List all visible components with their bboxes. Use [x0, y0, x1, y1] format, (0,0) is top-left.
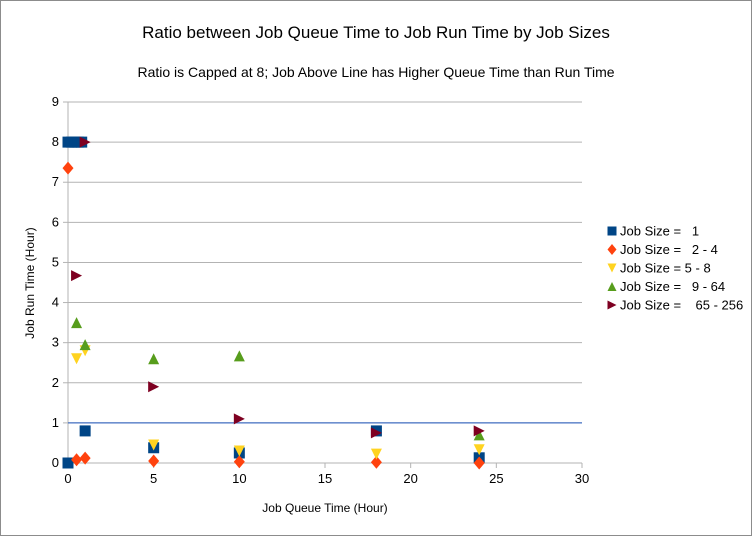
x-tick-label: 0: [64, 471, 71, 486]
data-points: [62, 136, 485, 470]
data-point-series-4: [79, 136, 91, 148]
y-tick-label: 9: [52, 94, 59, 109]
data-point-series-4: [148, 381, 160, 393]
data-point-series-1: [79, 451, 91, 465]
y-axis-ticks: 0 1 2 3 4 5 6 7 8 9: [52, 94, 68, 470]
legend-marker-0: [607, 226, 617, 236]
y-tick-label: 7: [52, 174, 59, 189]
data-point-series-4: [370, 427, 382, 439]
y-tick-label: 8: [52, 134, 59, 149]
data-point-series-4: [233, 413, 245, 425]
x-axis-ticks: 0 5 10 15 20 25 30: [64, 463, 589, 486]
data-point-series-4: [71, 270, 83, 282]
legend-marker-3: [607, 282, 617, 291]
data-point-series-3: [79, 339, 91, 351]
chart-title: Ratio between Job Queue Time to Job Run …: [142, 23, 610, 42]
data-point-series-2: [148, 439, 160, 451]
data-point-series-0: [62, 457, 74, 469]
legend-label: Job Size = 1: [620, 224, 699, 239]
data-point-series-3: [71, 317, 83, 329]
y-tick-label: 3: [52, 335, 59, 350]
y-tick-label: 4: [52, 295, 59, 310]
legend-label: Job Size = 5 - 8: [620, 261, 711, 276]
x-axis-label: Job Queue Time (Hour): [262, 501, 387, 515]
y-tick-label: 5: [52, 254, 59, 269]
legend-label: Job Size = 2 - 4: [620, 242, 718, 257]
x-tick-label: 15: [318, 471, 332, 486]
data-point-series-3: [473, 429, 485, 441]
data-point-series-3: [148, 353, 160, 365]
x-tick-label: 10: [232, 471, 246, 486]
data-point-series-3: [233, 350, 245, 362]
legend-marker-4: [607, 300, 617, 310]
data-point-series-2: [370, 448, 382, 460]
x-tick-label: 30: [575, 471, 589, 486]
y-tick-label: 0: [52, 455, 59, 470]
data-point-series-4: [473, 425, 485, 437]
y-tick-label: 6: [52, 214, 59, 229]
data-point-series-0: [79, 425, 91, 437]
y-tick-label: 2: [52, 375, 59, 390]
data-point-series-1: [233, 455, 245, 469]
data-point-series-1: [148, 454, 160, 468]
legend: Job Size = 1 Job Size = 2 - 4 Job Size = 5…: [607, 224, 743, 313]
data-point-series-1: [71, 453, 83, 467]
x-tick-label: 20: [403, 471, 417, 486]
y-axis-label: Job Run Time (Hour): [23, 227, 37, 338]
legend-label: Job Size = 65 - 256: [620, 298, 743, 313]
chart-subtitle: Ratio is Capped at 8; Job Above Line has…: [137, 64, 614, 80]
axes: [67, 102, 582, 464]
legend-label: Job Size = 9 - 64: [620, 279, 725, 294]
x-tick-label: 25: [489, 471, 503, 486]
x-tick-label: 5: [150, 471, 157, 486]
data-point-series-1: [62, 161, 74, 175]
data-point-series-1: [473, 456, 485, 470]
legend-marker-2: [607, 263, 617, 273]
data-point-series-1: [370, 455, 382, 469]
y-tick-label: 1: [52, 415, 59, 430]
data-point-series-2: [233, 445, 245, 457]
gridlines: [68, 101, 582, 464]
legend-marker-1: [607, 244, 617, 255]
data-point-series-2: [71, 353, 83, 365]
data-point-series-2: [473, 444, 485, 456]
